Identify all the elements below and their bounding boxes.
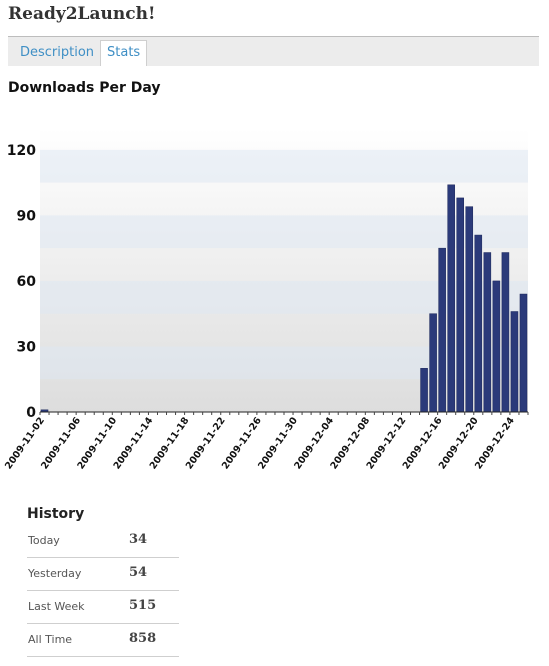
chart-band: [40, 346, 528, 380]
bar-2009-12-14: [420, 368, 428, 413]
chart-band: [40, 149, 528, 183]
bar-2009-12-20: [474, 234, 483, 413]
history-value: 515: [129, 598, 157, 613]
y-tick-label: 0: [26, 405, 36, 421]
history-label: Today: [28, 534, 60, 547]
history-row-last-week: Last Week 515: [27, 591, 179, 624]
chart-band: [40, 215, 528, 249]
y-tick-label: 30: [17, 339, 37, 355]
bar-2009-12-25: [519, 293, 528, 413]
tab-stats[interactable]: Stats: [100, 40, 148, 66]
history-label: Last Week: [28, 600, 85, 613]
tab-description[interactable]: Description: [20, 45, 95, 60]
bar-2009-12-19: [465, 206, 474, 413]
bar-2009-12-18: [456, 197, 464, 413]
y-tick-label: 90: [17, 208, 37, 224]
downloads-chart: 03060901202009-11-022009-11-062009-11-10…: [3, 128, 529, 472]
y-tick-label: 120: [7, 143, 36, 159]
bar-2009-12-22: [492, 280, 501, 413]
y-tick-label: 60: [17, 274, 37, 290]
bar-2009-12-23: [501, 252, 510, 413]
tab-bar: Description Stats: [8, 36, 539, 66]
app-title: Ready2Launch!: [8, 4, 156, 24]
bar-2009-12-15: [429, 313, 437, 413]
history-panel: History Today 34 Yesterday 54 Last Week …: [27, 503, 179, 657]
bar-2009-12-17: [447, 184, 455, 413]
bar-2009-12-16: [438, 247, 446, 413]
history-title: History: [27, 506, 85, 522]
history-value: 54: [129, 565, 148, 580]
history-label: Yesterday: [28, 567, 82, 580]
history-label: All Time: [28, 633, 73, 646]
history-value: 858: [129, 631, 157, 646]
section-title: Downloads Per Day: [8, 80, 161, 96]
history-row-today: Today 34: [27, 525, 179, 558]
history-row-all-time: All Time 858: [27, 624, 179, 657]
bar-2009-12-21: [483, 252, 492, 413]
x-tick-label: 2009-12-24: [473, 415, 517, 471]
history-value: 34: [129, 532, 148, 547]
bar-2009-12-24: [510, 311, 519, 413]
chart-band: [40, 280, 528, 314]
history-row-yesterday: Yesterday 54: [27, 558, 179, 591]
